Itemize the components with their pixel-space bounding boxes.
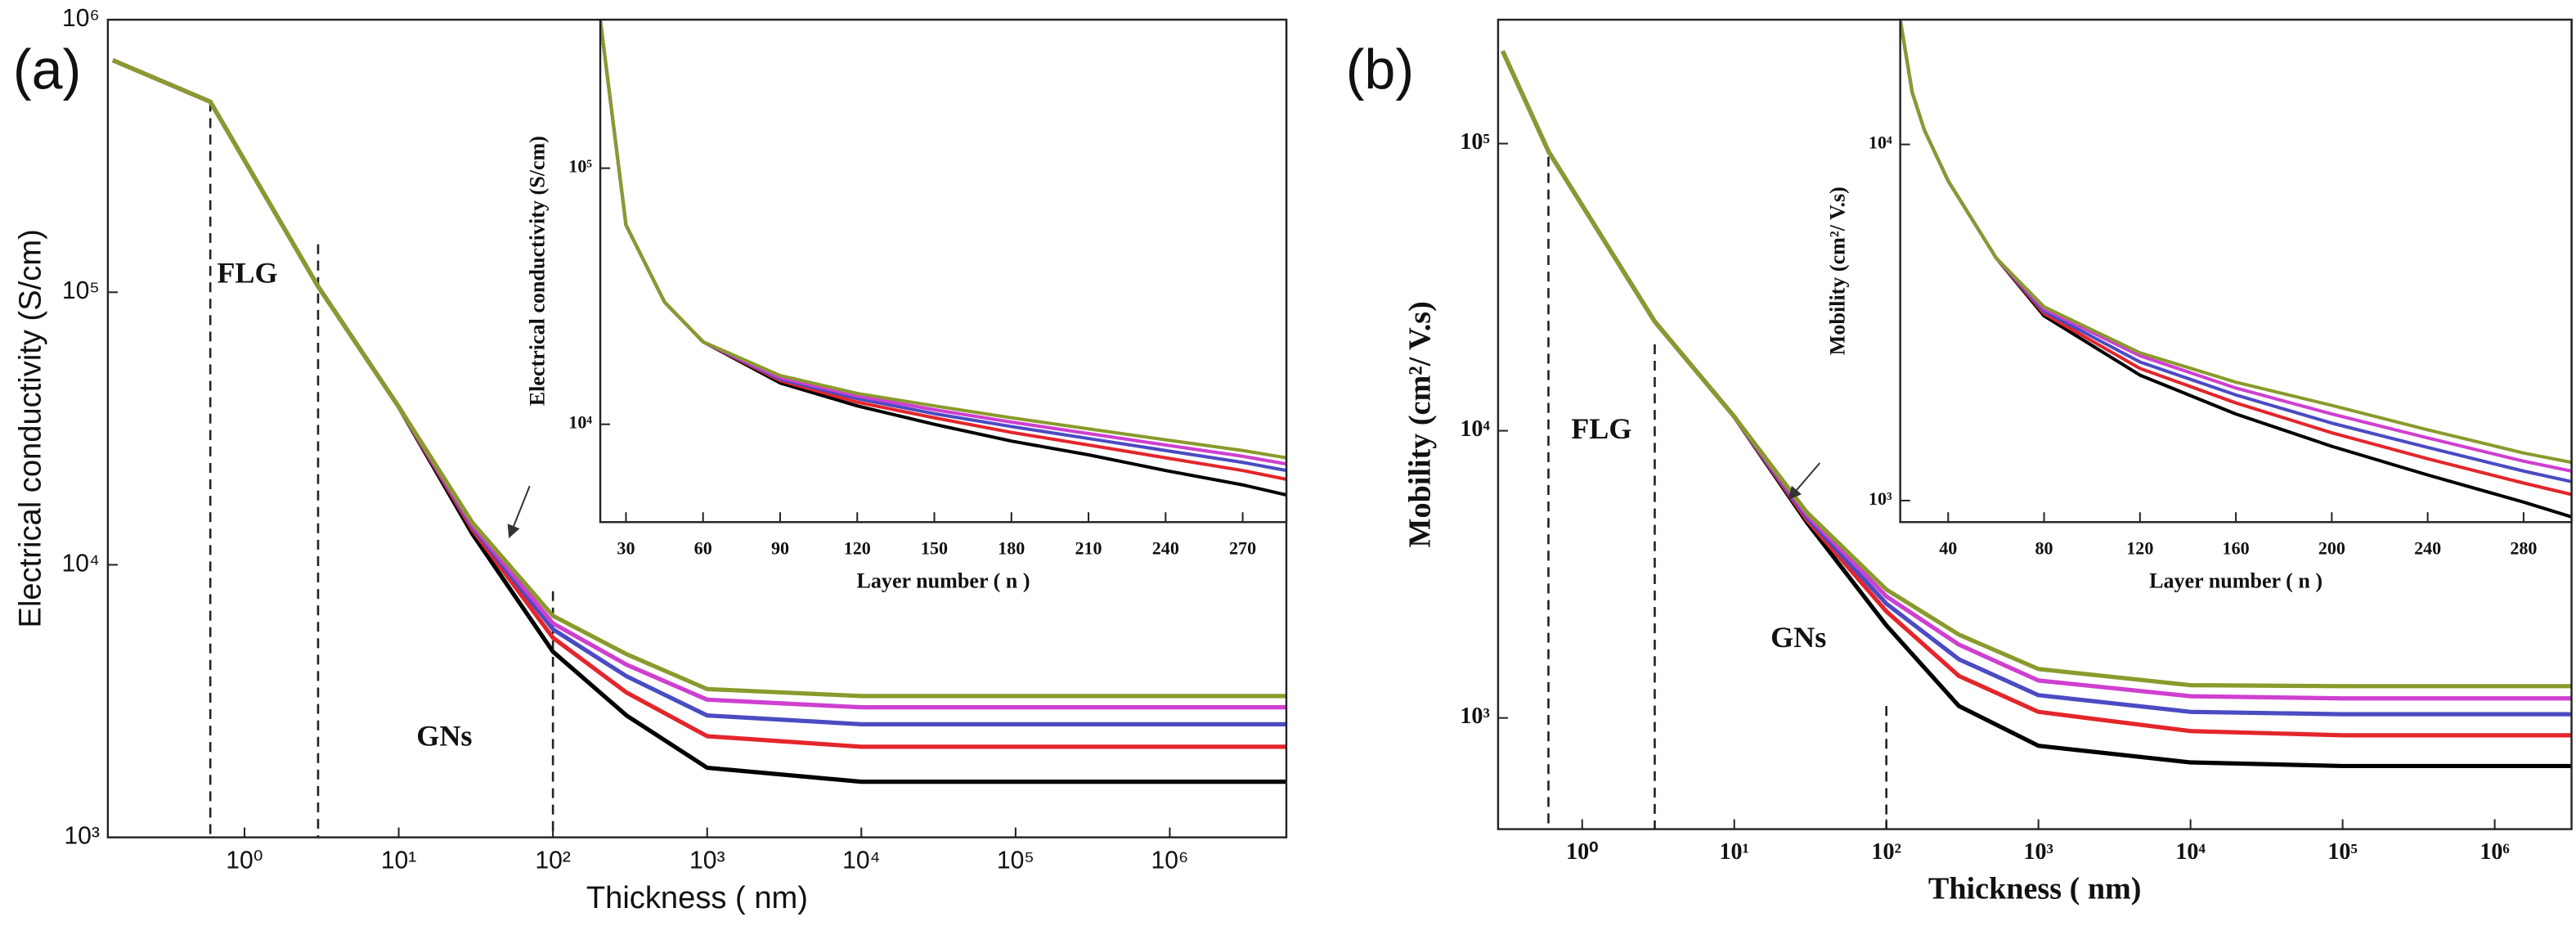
lines	[111, 58, 1286, 784]
x-axis-label: Layer number ( n )	[857, 569, 1030, 593]
x-tick-label: 180	[998, 537, 1025, 558]
x-tick-label: 10⁴	[2175, 839, 2206, 865]
x-tick-label: 10⁶	[1151, 847, 1189, 874]
x-tick-label: 10⁰	[1566, 839, 1598, 865]
x-axis-label: Thickness ( nm)	[586, 880, 808, 915]
annotation: FLG	[1571, 412, 1631, 445]
x-tick-label: 10⁵	[2327, 839, 2358, 865]
x-tick-label: 10²	[1871, 839, 1901, 865]
y-tick-label: 10⁵	[1460, 129, 1489, 155]
y-tick-label: 10⁴	[568, 412, 592, 433]
x-tick-label: 10⁵	[997, 847, 1034, 874]
panel-label: (a)	[13, 38, 81, 101]
x-tick-label: 80	[2035, 537, 2053, 558]
y-tick-label: 10⁴	[61, 550, 99, 577]
annotation: GNs	[416, 719, 472, 752]
annotation: GNs	[1770, 621, 1826, 654]
x-tick-label: 40	[1939, 537, 1957, 558]
lines	[600, 20, 1286, 497]
y-axis-label: Electrical conductivity (S/cm)	[526, 136, 550, 406]
inset: 30 60 90 120 150 180 210 240 270 10⁴ 10⁵ Layer numb…	[526, 18, 1288, 593]
y-tick-label: 10⁴	[1869, 133, 1892, 153]
y-tick-label: 10⁴	[1460, 416, 1490, 442]
x-tick-label: 150	[921, 537, 948, 558]
plot-area	[600, 20, 1286, 523]
axes-frame	[1899, 18, 2573, 524]
series-line	[600, 20, 1286, 460]
x-tick-label: 30	[617, 537, 635, 558]
x-tick-label: 270	[1229, 537, 1256, 558]
series-line	[1900, 20, 2572, 465]
series-line	[111, 58, 1286, 699]
panel-label: (b)	[1346, 38, 1414, 101]
x-tick-label: 10⁰	[226, 847, 263, 874]
x-tick-label: 10³	[2023, 839, 2053, 865]
x-tick-label: 160	[2223, 537, 2250, 558]
y-axis-label: Mobility (cm²/ V.s)	[1402, 301, 1437, 547]
x-tick-label: 210	[1075, 537, 1102, 558]
x-tick-label: 120	[2126, 537, 2153, 558]
x-tick-label: 10⁴	[842, 847, 880, 874]
x-tick-label: 240	[2414, 537, 2441, 558]
x-tick-label: 280	[2510, 537, 2537, 558]
x-axis-label: Thickness ( nm)	[1928, 872, 2142, 906]
y-tick-label: 10³	[64, 823, 100, 850]
y-tick-label: 10⁵	[568, 156, 592, 177]
lines	[1900, 20, 2572, 519]
lines	[1501, 50, 2572, 769]
y-tick-label: 10³	[1869, 488, 1892, 509]
x-tick-label: 10¹	[1719, 839, 1749, 865]
y-axis-label: Electrical conductivity (S/cm)	[13, 229, 48, 627]
x-axis-label: Layer number ( n )	[2149, 569, 2322, 593]
x-tick-label: 60	[694, 537, 712, 558]
x-tick-label: 10²	[535, 847, 571, 874]
x-tick-label: 10⁶	[2480, 839, 2510, 865]
y-tick-label: 10⁵	[62, 277, 100, 304]
x-tick-label: 120	[844, 537, 871, 558]
y-tick-label: 10⁶	[62, 5, 100, 32]
x-tick-label: 10³	[689, 847, 725, 874]
y-axis-label: Mobility (cm²/ V.s)	[1825, 187, 1849, 355]
x-tick-label: 10¹	[381, 847, 417, 874]
arrow	[1788, 462, 1821, 501]
x-tick-label: 240	[1152, 537, 1179, 558]
axes-frame	[599, 18, 1288, 524]
y-tick-label: 10³	[1460, 703, 1489, 729]
series-line	[1501, 50, 2572, 689]
x-tick-label: 200	[2318, 537, 2345, 558]
annotation: FLG	[217, 256, 277, 289]
x-tick-label: 90	[771, 537, 789, 558]
arrow	[507, 485, 531, 539]
inset: 40 80 120 160 200 240 280 10³ 10⁴ Layer number ( …	[1825, 18, 2573, 593]
